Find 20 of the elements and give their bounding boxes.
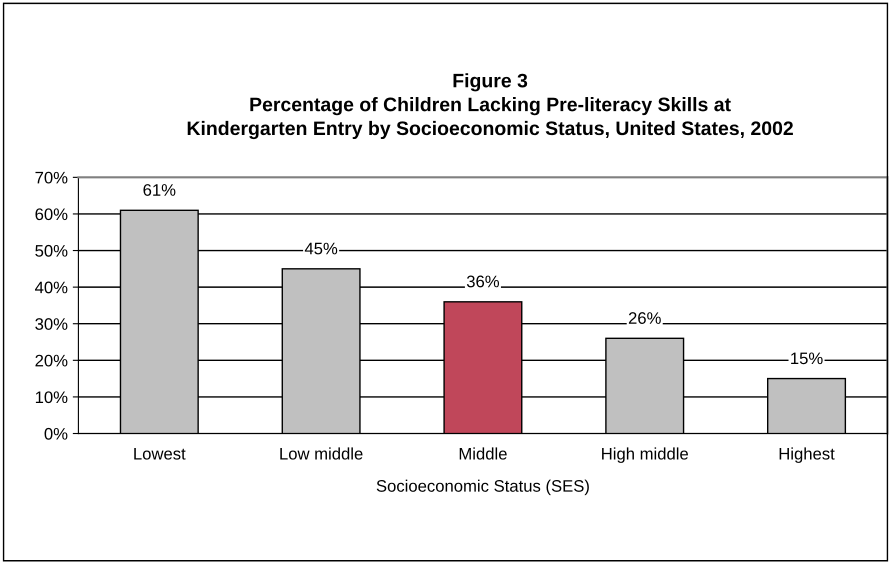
data-label: 15% (791, 352, 823, 364)
data-label: 36% (466, 276, 500, 288)
y-tick-label: 0% (44, 428, 68, 440)
data-label: 26% (628, 312, 661, 324)
y-tick-label: 20% (35, 354, 68, 367)
y-tick-label: 60% (35, 208, 68, 220)
chart-title: Figure 3 Percentage of Children Lacking Pre-literacy Skills at Kindergarten Entry by Socioeconomic Status, United States, 2002 (188, 73, 793, 140)
x-axis-title: Socioeconomic Status (SES) (376, 480, 589, 496)
x-tick-label: Low middle (280, 447, 363, 460)
y-tick-label: 70% (35, 172, 68, 184)
x-tick-label: High middle (602, 447, 688, 463)
x-tick-label: Highest (780, 447, 835, 463)
x-tick-label: Lowest (134, 448, 186, 460)
x-tick-label: Middle (460, 447, 507, 460)
data-label: 45% (304, 242, 338, 254)
y-tick-label: 50% (35, 244, 68, 257)
data-label: 61% (143, 184, 176, 196)
y-tick-label: 40% (35, 282, 68, 294)
y-tick-label: 30% (35, 318, 68, 330)
y-tick-label: 10% (36, 391, 68, 404)
